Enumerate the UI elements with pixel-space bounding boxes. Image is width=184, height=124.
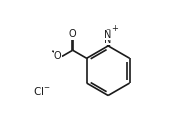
Text: Cl$^{-}$: Cl$^{-}$: [33, 85, 51, 96]
Text: N: N: [105, 30, 112, 40]
Text: O: O: [68, 29, 76, 39]
Text: N: N: [105, 35, 112, 45]
Text: +: +: [111, 24, 118, 33]
Text: O: O: [54, 51, 62, 61]
